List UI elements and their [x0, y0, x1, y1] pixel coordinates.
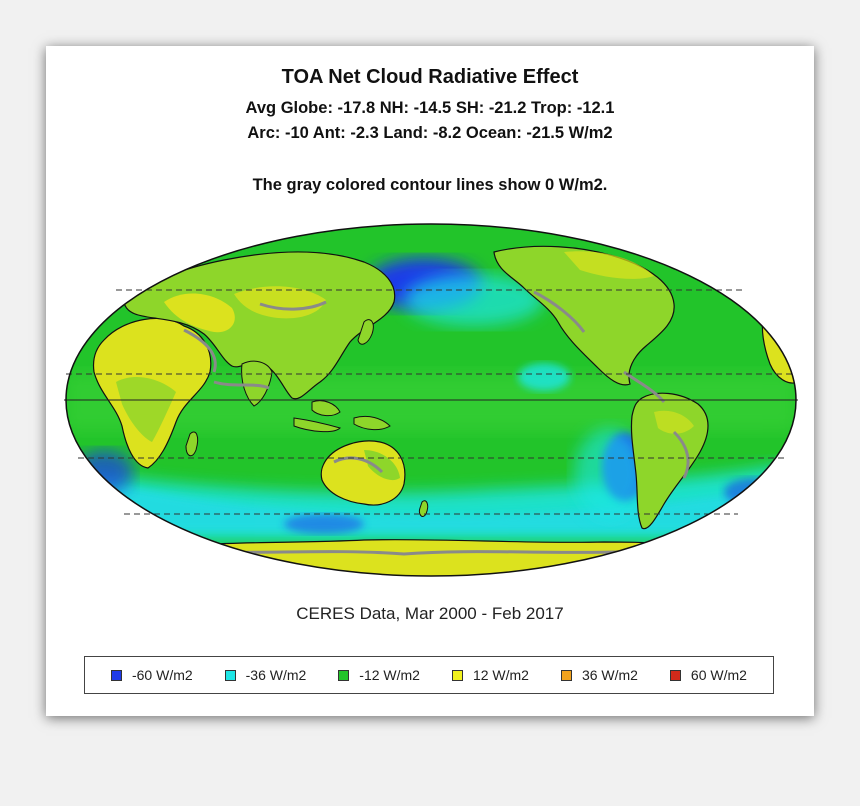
legend-swatch	[560, 669, 572, 681]
legend-swatch	[338, 669, 350, 681]
legend-swatch	[451, 669, 463, 681]
contour-note: The gray colored contour lines show 0 W/…	[252, 176, 608, 194]
figure-card: TOA Net Cloud Radiative Effect Avg Globe…	[46, 46, 814, 716]
legend: -60 W/m2 -36 W/m2 -12 W/m2 12 W/m2 36 W/…	[84, 656, 774, 694]
data-source: CERES Data, Mar 2000 - Feb 2017	[296, 604, 564, 623]
legend-label: -36 W/m2	[245, 667, 307, 683]
contour-north-america	[533, 290, 586, 333]
legend-item: -60 W/m2	[110, 667, 193, 683]
peru-cyan	[574, 428, 646, 520]
eurasia	[123, 251, 396, 400]
legend-label: 60 W/m2	[690, 667, 747, 683]
japan	[357, 319, 374, 345]
world-map	[64, 223, 798, 577]
legend-item: 36 W/m2	[560, 667, 638, 683]
antarctica	[66, 538, 796, 576]
central-asia-yellow	[234, 286, 326, 319]
canada-yellow	[564, 251, 654, 279]
contour-south-america	[672, 430, 690, 479]
legend-item: -12 W/m2	[338, 667, 420, 683]
legend-swatch	[110, 669, 122, 681]
india	[241, 360, 273, 407]
indonesia	[293, 417, 341, 433]
contour-asia	[259, 300, 327, 311]
central-africa	[116, 377, 176, 442]
legend-item: 60 W/m2	[669, 667, 747, 683]
contour-africa	[183, 328, 217, 373]
legend-label: -12 W/m2	[359, 667, 420, 683]
stats-line-1: Avg Globe: -17.8 NH: -14.5 SH: -21.2 Tro…	[245, 99, 615, 117]
contour-arabian	[213, 380, 270, 390]
legend-swatch	[224, 669, 236, 681]
east-pacific-cyan	[518, 363, 570, 391]
stats-line-2: Arc: -10 Ant: -2.3 Land: -8.2 Ocean: -21…	[247, 124, 613, 142]
south-atlantic-blue	[74, 450, 134, 494]
legend-label: 12 W/m2	[472, 667, 529, 683]
legend-swatch	[669, 669, 681, 681]
legend-label: -60 W/m2	[131, 667, 193, 683]
borneo	[311, 400, 341, 417]
middle-east-yellow	[164, 293, 235, 333]
north-pacific-cyan	[404, 274, 544, 326]
legend-item: 12 W/m2	[451, 667, 529, 683]
south-indian-blue	[284, 514, 364, 534]
legend-label: 36 W/m2	[581, 667, 638, 683]
amazon-yellow	[654, 410, 694, 434]
new-guinea	[353, 415, 391, 431]
contour-australia	[333, 456, 384, 474]
madagascar	[185, 431, 199, 457]
figure-title: TOA Net Cloud Radiative Effect	[281, 66, 579, 88]
legend-item: -36 W/m2	[224, 667, 307, 683]
southern-ocean-band	[66, 484, 796, 532]
globe-outline	[65, 223, 797, 577]
